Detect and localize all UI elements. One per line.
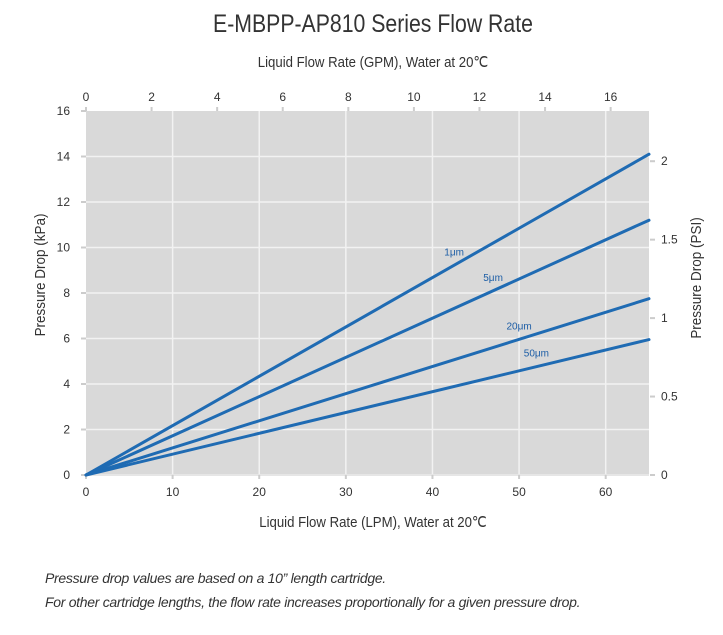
x2-tick-label: 10 [407, 90, 421, 104]
y2-axis-label: Pressure Drop (PSI) [688, 217, 705, 338]
y-tick-label: 6 [63, 332, 70, 346]
y-tick-label: 2 [63, 423, 70, 437]
footnote-proportional-flow: For other cartridge lengths, the flow ra… [45, 594, 581, 610]
x2-tick-label: 6 [279, 90, 286, 104]
flow-rate-chart: E-MBPP-AP810 Series Flow Rate Liquid Flo… [32, 9, 705, 530]
footnote-cartridge-length: Pressure drop values are based on a 10” … [45, 570, 386, 586]
y2-tick-label: 2 [661, 154, 668, 168]
x-axis-label: Liquid Flow Rate (LPM), Water at 20℃ [259, 513, 487, 530]
y-tick-label: 8 [63, 286, 70, 300]
y2-tick-label: 0 [661, 468, 668, 482]
series-label: 5μm [483, 273, 503, 284]
y-tick-label: 4 [63, 377, 70, 391]
series-line-20m [84, 297, 651, 477]
y-tick-label: 10 [57, 241, 71, 255]
x-tick-label: 10 [166, 485, 180, 499]
series-line-5m [84, 218, 651, 477]
x-tick-label: 60 [599, 485, 613, 499]
y-tick-label: 16 [57, 104, 71, 118]
series-label: 20μm [506, 321, 531, 332]
series-line-1m [84, 152, 651, 477]
x-tick-label: 20 [253, 485, 267, 499]
series-lines [84, 152, 651, 477]
x-tick-label: 0 [83, 485, 90, 499]
y2-tick-label: 1 [661, 311, 668, 325]
y-tick-label: 0 [63, 468, 70, 482]
x-tick-label: 30 [339, 485, 353, 499]
series-label: 1μm [444, 247, 464, 258]
y-tick-label: 12 [57, 195, 71, 209]
top-axis-label: Liquid Flow Rate (GPM), Water at 20℃ [258, 53, 488, 70]
chart-title: E-MBPP-AP810 Series Flow Rate [213, 9, 533, 37]
x-tick-label: 50 [512, 485, 526, 499]
series-labels: 1μm 5μm 20μm 50μm [444, 247, 549, 359]
series-line-50m [84, 338, 651, 477]
series-label: 50μm [524, 349, 549, 360]
x2-tick-label: 8 [345, 90, 352, 104]
y-axis-label: Pressure Drop (kPa) [32, 214, 49, 337]
y2-tick-label: 0.5 [661, 390, 678, 404]
x2-tick-label: 14 [538, 90, 552, 104]
x2-tick-label: 2 [148, 90, 155, 104]
y-tick-label: 14 [57, 150, 71, 164]
x-tick-label: 40 [426, 485, 440, 499]
x2-tick-label: 16 [604, 90, 618, 104]
x2-tick-label: 0 [83, 90, 90, 104]
x2-tick-label: 12 [473, 90, 487, 104]
gridlines [86, 111, 649, 475]
y2-tick-label: 1.5 [661, 233, 678, 247]
x2-tick-label: 4 [214, 90, 221, 104]
